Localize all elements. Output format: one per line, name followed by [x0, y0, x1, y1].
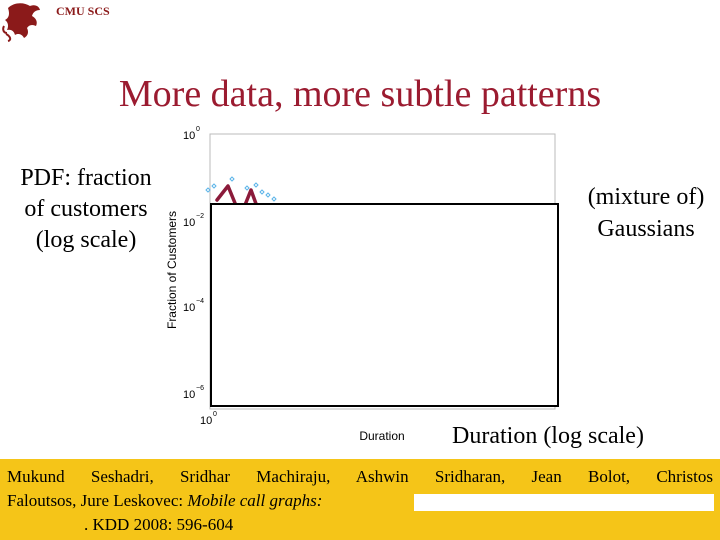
right-annotation-line: Gaussians: [597, 216, 695, 242]
y-tick-base: 10: [183, 302, 195, 314]
citation-paper-title: Mobile call graphs:: [187, 491, 323, 510]
citation-line: Mukund Seshadri, Sridhar Machiraju, Ashw…: [7, 467, 713, 486]
left-annotation-line: of customers: [24, 196, 148, 222]
left-annotation-line: PDF: fraction: [20, 165, 152, 191]
x-tick-base: 10: [200, 415, 212, 427]
data-point: [253, 182, 259, 188]
right-annotation: (mixture of) Gaussians: [566, 181, 720, 245]
overlay-box: [210, 203, 559, 407]
x-tick-label: 10 0: [200, 411, 217, 427]
data-point: [265, 192, 271, 198]
y-tick-label: 10 −2: [183, 213, 204, 229]
y-tick-exp: −2: [196, 213, 204, 220]
left-annotation: PDF: fraction of customers (log scale): [0, 163, 172, 256]
data-point: [259, 189, 265, 195]
data-point: [229, 176, 235, 182]
y-axis-label: Fraction of Customers: [165, 211, 179, 329]
cmu-dragon-logo: [2, 3, 40, 42]
y-tick-exp: 0: [196, 126, 200, 133]
citation-authors: Faloutsos, Jure Leskovec:: [7, 491, 188, 510]
y-tick-label: 10 −6: [183, 385, 204, 401]
citation-line: Faloutsos, Jure Leskovec: Mobile call gr…: [7, 491, 322, 511]
header-text: CMU SCS: [56, 4, 110, 18]
slide-title: More data, more subtle patterns: [118, 73, 602, 115]
data-point: [211, 183, 217, 189]
left-annotation-line: (log scale): [35, 227, 137, 253]
y-tick-label: 10 0: [183, 126, 200, 142]
data-markers: [205, 176, 277, 202]
data-point: [244, 185, 250, 191]
y-tick-base: 10: [183, 217, 195, 229]
data-point: [271, 196, 277, 202]
y-tick-label: 10 −4: [183, 298, 204, 314]
y-tick-base: 10: [183, 389, 195, 401]
y-tick-base: 10: [183, 130, 195, 142]
x-tick-exp: 0: [213, 411, 217, 418]
citation-redaction-bar: [414, 494, 714, 511]
y-tick-exp: −4: [196, 298, 204, 305]
citation-line: . KDD 2008: 596-604: [84, 515, 234, 534]
x-axis-annotation: Duration (log scale): [452, 423, 644, 449]
right-annotation-line: (mixture of): [587, 184, 705, 210]
x-axis-label: Duration: [359, 429, 404, 443]
y-tick-exp: −6: [196, 385, 204, 392]
data-point: [205, 187, 211, 193]
